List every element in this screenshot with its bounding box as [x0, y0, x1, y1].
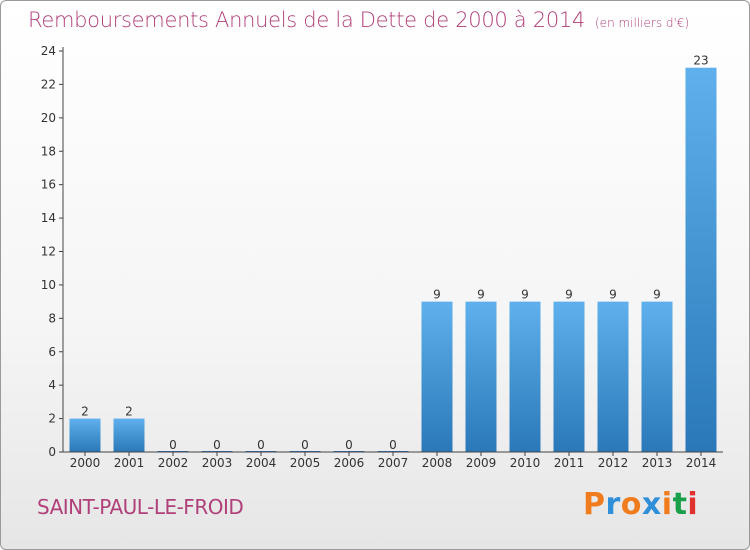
y-tick-label: 16 — [41, 178, 56, 192]
x-tick-label: 2005 — [290, 456, 321, 470]
bar — [597, 301, 629, 452]
logo-letter: r — [605, 487, 621, 522]
logo-letter: i — [661, 487, 673, 522]
logo-letter: i — [687, 487, 699, 522]
y-tick-label: 6 — [48, 345, 56, 359]
chart-title: Remboursements Annuels de la Dette de 20… — [28, 8, 689, 32]
logo-letter: t — [672, 487, 688, 522]
data-label: 0 — [257, 438, 265, 452]
data-label: 0 — [301, 438, 309, 452]
logo-letter: x — [641, 487, 662, 522]
chart-unit: (en milliers d'€) — [595, 16, 690, 30]
bar — [69, 418, 101, 452]
data-label: 9 — [653, 288, 661, 302]
x-tick-label: 2002 — [158, 456, 189, 470]
y-tick-label: 4 — [48, 378, 56, 392]
y-tick-label: 24 — [41, 44, 56, 58]
x-tick-label: 2003 — [202, 456, 233, 470]
x-tick-label: 2001 — [114, 456, 145, 470]
x-tick-label: 2007 — [378, 456, 409, 470]
y-tick-label: 2 — [48, 412, 56, 426]
data-label: 0 — [389, 438, 397, 452]
bar — [685, 67, 717, 452]
bar — [641, 301, 673, 452]
data-label: 9 — [433, 288, 441, 302]
data-label: 0 — [345, 438, 353, 452]
bar — [509, 301, 541, 452]
x-tick-label: 2000 — [70, 456, 101, 470]
x-tick-label: 2009 — [466, 456, 497, 470]
x-tick-label: 2010 — [510, 456, 541, 470]
data-label: 9 — [521, 288, 529, 302]
data-label: 9 — [477, 288, 485, 302]
y-tick-label: 12 — [41, 245, 56, 259]
logo-letter: P — [583, 487, 606, 522]
proxiti-logo: Proxiti — [583, 487, 698, 522]
logo-letter: o — [620, 487, 642, 522]
x-tick-label: 2013 — [642, 456, 673, 470]
y-tick-label: 14 — [41, 211, 56, 225]
bar — [553, 301, 585, 452]
y-tick-label: 0 — [48, 445, 56, 459]
data-label: 2 — [81, 405, 89, 419]
data-label: 9 — [565, 288, 573, 302]
chart-title-text: Remboursements Annuels de la Dette de 20… — [28, 8, 585, 32]
bar — [465, 301, 497, 452]
data-label: 2 — [125, 405, 133, 419]
bar — [113, 418, 145, 452]
x-tick-label: 2008 — [422, 456, 453, 470]
x-tick-label: 2004 — [246, 456, 277, 470]
x-tick-label: 2014 — [686, 456, 717, 470]
x-tick-label: 2012 — [598, 456, 629, 470]
data-label: 0 — [213, 438, 221, 452]
data-label: 9 — [609, 288, 617, 302]
y-tick-label: 18 — [41, 144, 56, 158]
y-tick-label: 10 — [41, 278, 56, 292]
x-tick-label: 2011 — [554, 456, 585, 470]
y-tick-label: 20 — [41, 111, 56, 125]
y-tick-label: 22 — [41, 77, 56, 91]
commune-name: SAINT-PAUL-LE-FROID — [37, 495, 244, 519]
bar — [421, 301, 453, 452]
data-label: 23 — [693, 54, 708, 68]
data-label: 0 — [169, 438, 177, 452]
y-tick-label: 8 — [48, 311, 56, 325]
x-tick-label: 2006 — [334, 456, 365, 470]
